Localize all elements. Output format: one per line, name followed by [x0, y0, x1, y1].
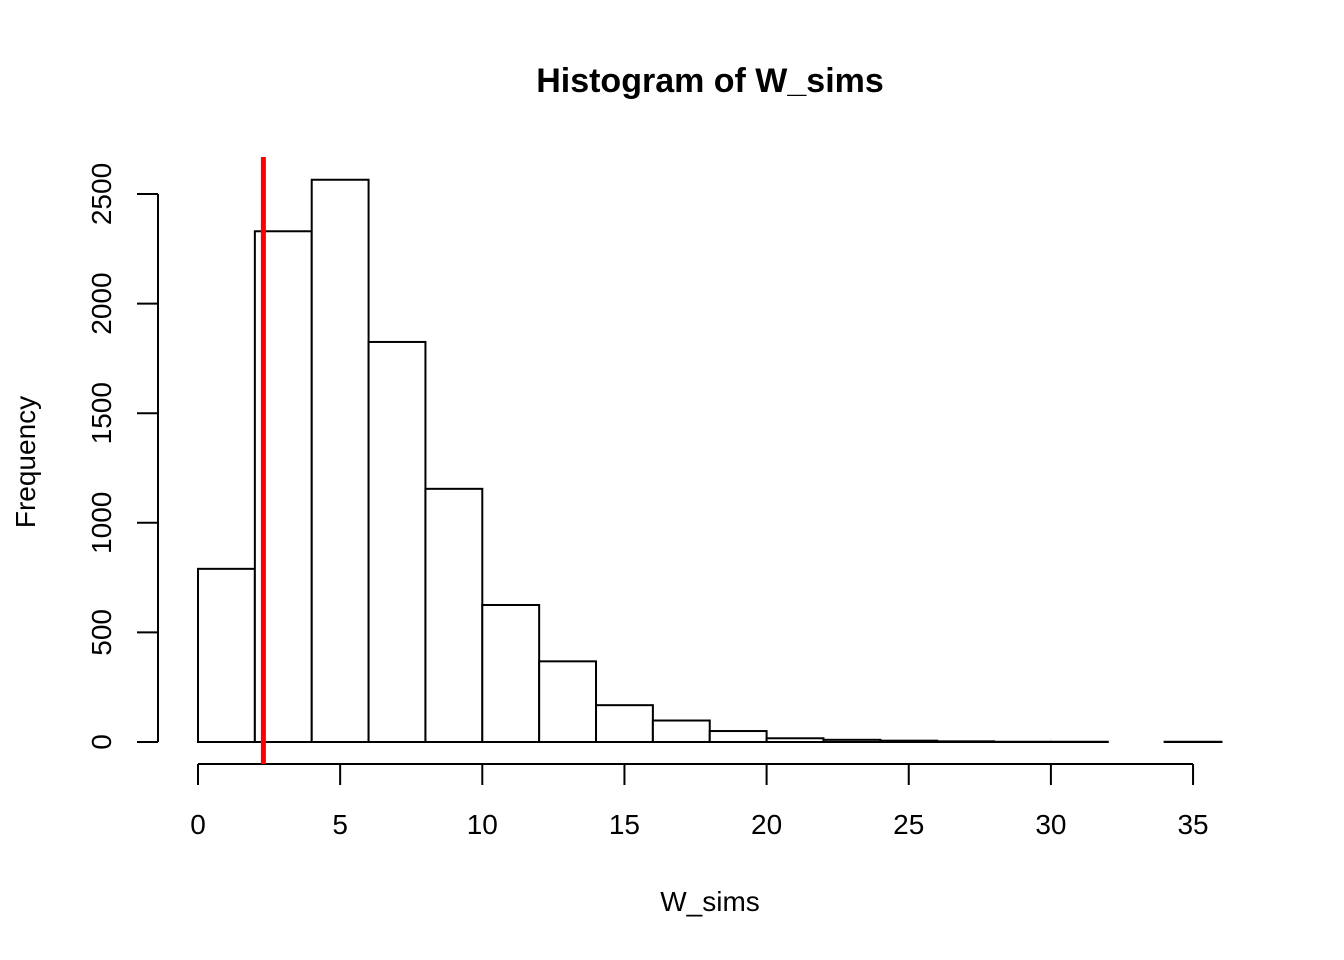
x-tick-label-2: 10 [467, 809, 498, 840]
x-tick-label-5: 25 [893, 809, 924, 840]
x-tick-label-3: 15 [609, 809, 640, 840]
histogram-bars [197, 178, 1223, 744]
y-tick-label-2: 1000 [86, 492, 117, 554]
histogram-bar-13 [936, 740, 996, 744]
histogram-bar-12 [879, 739, 939, 744]
histogram-bar-4 [424, 487, 484, 743]
y-tick-label-0: 0 [86, 734, 117, 750]
x-tick-label-4: 20 [751, 809, 782, 840]
histogram-bar-0 [197, 567, 256, 743]
x-tick-label-6: 30 [1035, 809, 1066, 840]
histogram-bar-8 [651, 719, 711, 743]
x-tick-label-1: 5 [332, 809, 348, 840]
histogram-bar-6 [538, 660, 598, 744]
histogram-bar-11 [822, 738, 882, 743]
x-axis-label: W_sims [660, 886, 760, 917]
y-axis-label: Frequency [10, 396, 41, 528]
x-tick-label-0: 0 [190, 809, 206, 840]
histogram-bar-3 [367, 340, 427, 743]
y-tick-label-1: 500 [86, 609, 117, 656]
histogram-bar-2 [310, 178, 370, 743]
chart-title: Histogram of W_sims [536, 62, 884, 100]
y-axis: 0 500 1000 1500 2000 2500 [86, 163, 159, 750]
histogram-bar-7 [595, 704, 654, 743]
x-tick-label-7: 35 [1177, 809, 1208, 840]
y-tick-label-4: 2000 [86, 272, 117, 334]
x-axis: 0 5 10 15 20 25 30 35 [190, 763, 1209, 840]
y-tick-label-3: 1500 [86, 382, 117, 444]
histogram-bar-10 [765, 737, 825, 744]
histogram-bar-9 [708, 730, 768, 743]
histogram-bar-5 [481, 604, 541, 743]
y-tick-label-5: 2500 [86, 163, 117, 225]
